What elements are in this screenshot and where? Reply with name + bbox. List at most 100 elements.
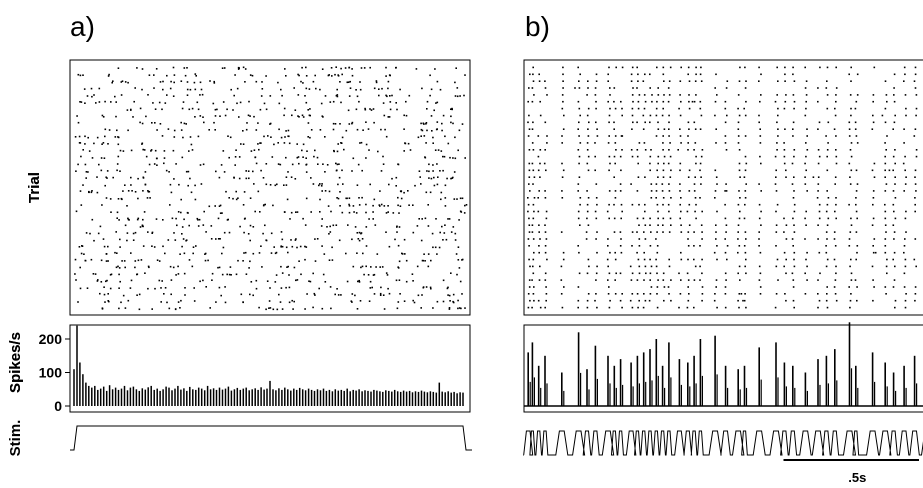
spike-dot [544,279,547,281]
spike-dot [304,224,307,226]
spike-dot [344,67,347,69]
spike-dot [657,128,660,130]
spike-dot [322,273,325,276]
spike-dot [531,87,534,89]
spike-dot [456,198,458,200]
spike-dot [329,231,332,233]
spike-dot [213,82,216,84]
spike-dot [228,273,231,276]
spike-dot [743,217,746,220]
spike-dot [783,251,786,254]
spike-dot [335,94,338,97]
spike-dot [586,94,588,96]
spike-dot [199,164,202,166]
spike-dot [368,218,370,220]
spike-dot [141,68,144,70]
spike-dot [701,231,703,233]
spike-dot [594,210,597,213]
spike-dot [621,293,623,295]
spike-dot [784,128,786,130]
spike-dot [533,286,535,288]
spike-dot [235,149,237,151]
spike-dot [362,252,364,255]
spike-dot [587,293,590,295]
spike-dot [631,272,634,275]
spike-dot [545,286,547,288]
spike-dot [826,94,829,96]
spike-dot [849,299,852,302]
spike-dot [668,231,671,233]
spike-dot [78,246,81,248]
spike-dot [293,266,296,269]
spike-dot [347,109,350,112]
spike-dot [391,177,393,180]
spike-dot [222,101,225,103]
spike-dot [663,80,665,82]
spike-dot [758,121,760,124]
spike-dot [385,135,388,138]
spike-dot [873,162,876,165]
spike-dot [382,294,385,296]
spike-dot [284,136,286,138]
spike-dot [95,102,97,104]
spike-dot [175,274,177,276]
spike-dot [431,130,433,132]
spike-dot [412,231,415,234]
spike-dot [437,176,439,178]
spike-dot [441,129,443,132]
panel-label: b) [525,11,550,42]
spike-dot [872,121,875,124]
spike-dot [280,265,282,268]
spike-dot [620,217,622,220]
spike-dot [397,163,400,166]
spike-dot [825,251,828,254]
spike-dot [346,197,348,200]
spike-dot [805,224,807,226]
spike-dot [365,121,367,123]
spike-dot [197,108,200,111]
spike-dot [669,155,672,158]
spike-dot [233,177,235,179]
spike-dot [914,293,917,295]
spike-dot [532,293,535,295]
spike-dot [739,176,741,178]
spike-dot [149,197,151,199]
spike-dot [351,121,354,124]
spike-dot [563,286,565,288]
spike-dot [333,149,335,152]
spike-dot [528,183,530,185]
spike-dot [249,197,252,199]
spike-dot [459,210,462,213]
spike-dot [368,149,370,151]
spike-dot [213,80,215,83]
spike-dot [562,251,565,254]
spike-dot [835,94,837,96]
spike-dot [408,94,411,97]
spike-dot [620,238,622,240]
spike-dot [668,210,670,213]
spike-dot [211,279,213,281]
spike-dot [903,286,906,288]
spike-dot [743,176,746,178]
spike-dot [694,197,697,199]
spike-dot [856,251,858,254]
spike-dot [223,67,226,69]
spike-dot [119,149,122,152]
spike-dot [153,74,155,76]
spike-dot [101,204,103,206]
spike-dot [894,114,896,117]
spike-dot [178,183,180,186]
spike-dot [237,66,240,69]
spike-dot [179,253,181,255]
spike-dot [124,266,126,269]
spike-dot [239,225,241,228]
spike-dot [792,245,794,247]
spike-dot [532,121,534,124]
spike-dot [621,149,623,151]
spike-dot [185,123,187,125]
spike-dot [214,108,217,111]
spike-dot [116,163,119,165]
spike-dot [209,307,211,309]
spike-dot [260,95,263,97]
spike-dot [644,299,647,302]
